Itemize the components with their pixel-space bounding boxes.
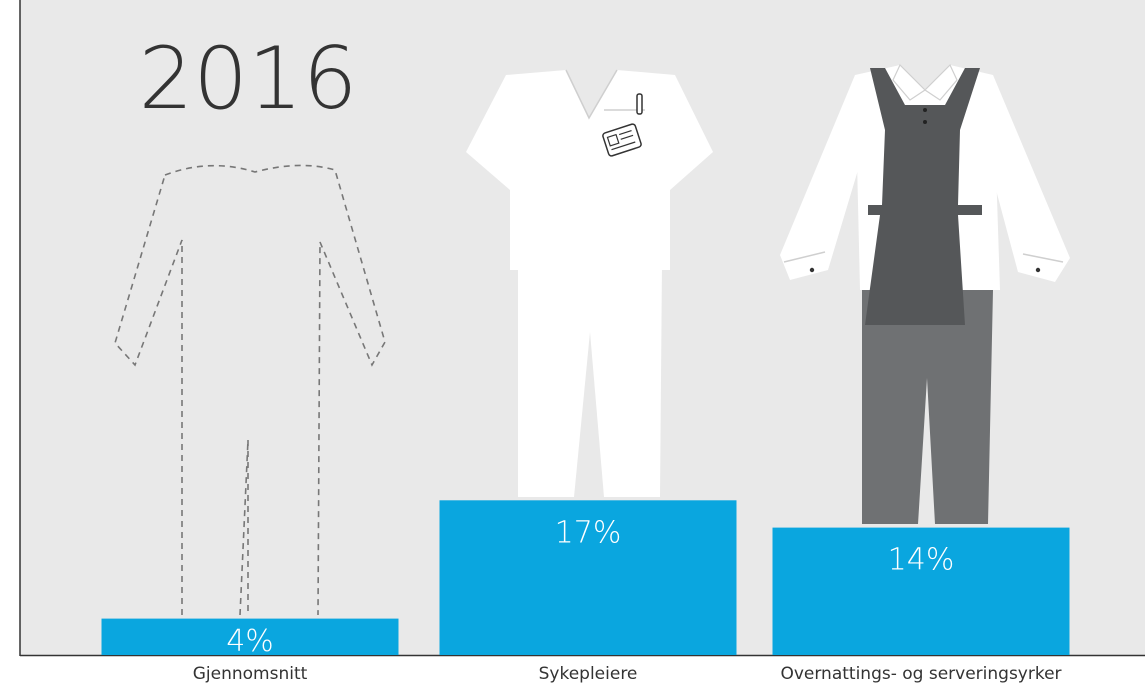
nurse-uniform-icon	[466, 69, 713, 497]
id-badge-icon	[602, 123, 642, 157]
bar-labels-group: 4% 17% 14%	[226, 515, 954, 659]
bar-value-label-1: 4%	[226, 624, 274, 659]
category-labels-group: Gjennomsnitt Sykepleiere Overnattings- og …	[193, 664, 1062, 684]
category-label-3: Overnattings- og serveringsyrker	[780, 664, 1061, 684]
bar-value-label-3: 14%	[888, 543, 955, 578]
dashed-outline-figure-icon	[114, 164, 386, 616]
bar-value-label-2: 17%	[555, 515, 622, 550]
bar-1	[101, 618, 399, 655]
bar-3	[772, 527, 1070, 655]
waiter-uniform-icon	[780, 63, 1070, 524]
chart-title: 2016	[139, 29, 358, 129]
bar-2	[439, 500, 737, 655]
category-label-2: Sykepleiere	[539, 664, 638, 684]
bars-group	[101, 500, 1070, 655]
category-label-1: Gjennomsnitt	[193, 664, 308, 684]
